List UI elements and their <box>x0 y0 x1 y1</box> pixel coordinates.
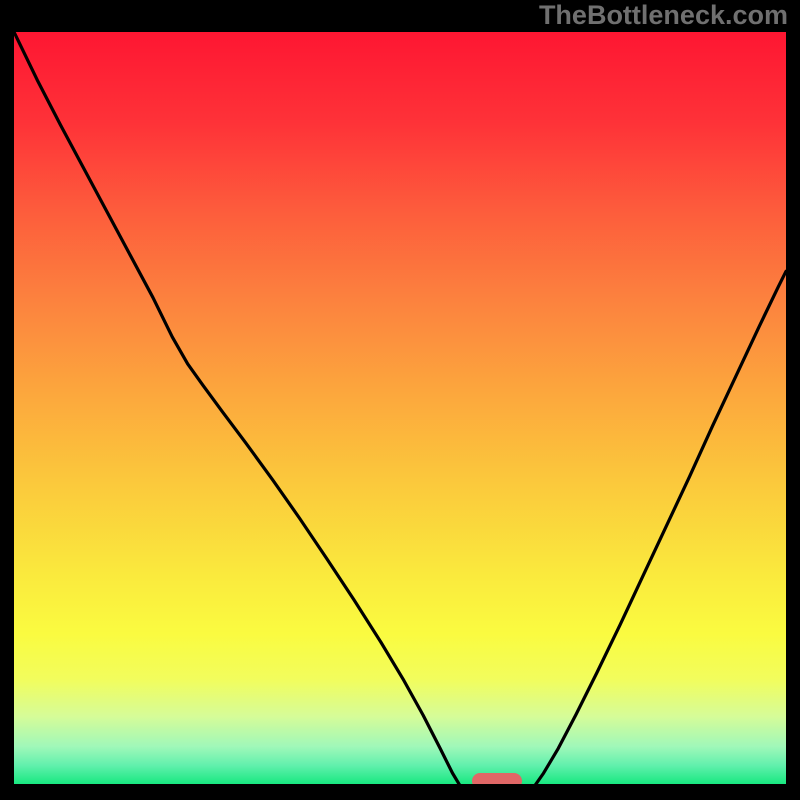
chart-stage: TheBottleneck.com <box>0 0 800 800</box>
plot-area <box>14 32 786 784</box>
curve-path <box>14 32 786 784</box>
watermark-text: TheBottleneck.com <box>539 0 788 31</box>
bottleneck-marker <box>472 773 522 784</box>
bottleneck-curve <box>14 32 786 784</box>
